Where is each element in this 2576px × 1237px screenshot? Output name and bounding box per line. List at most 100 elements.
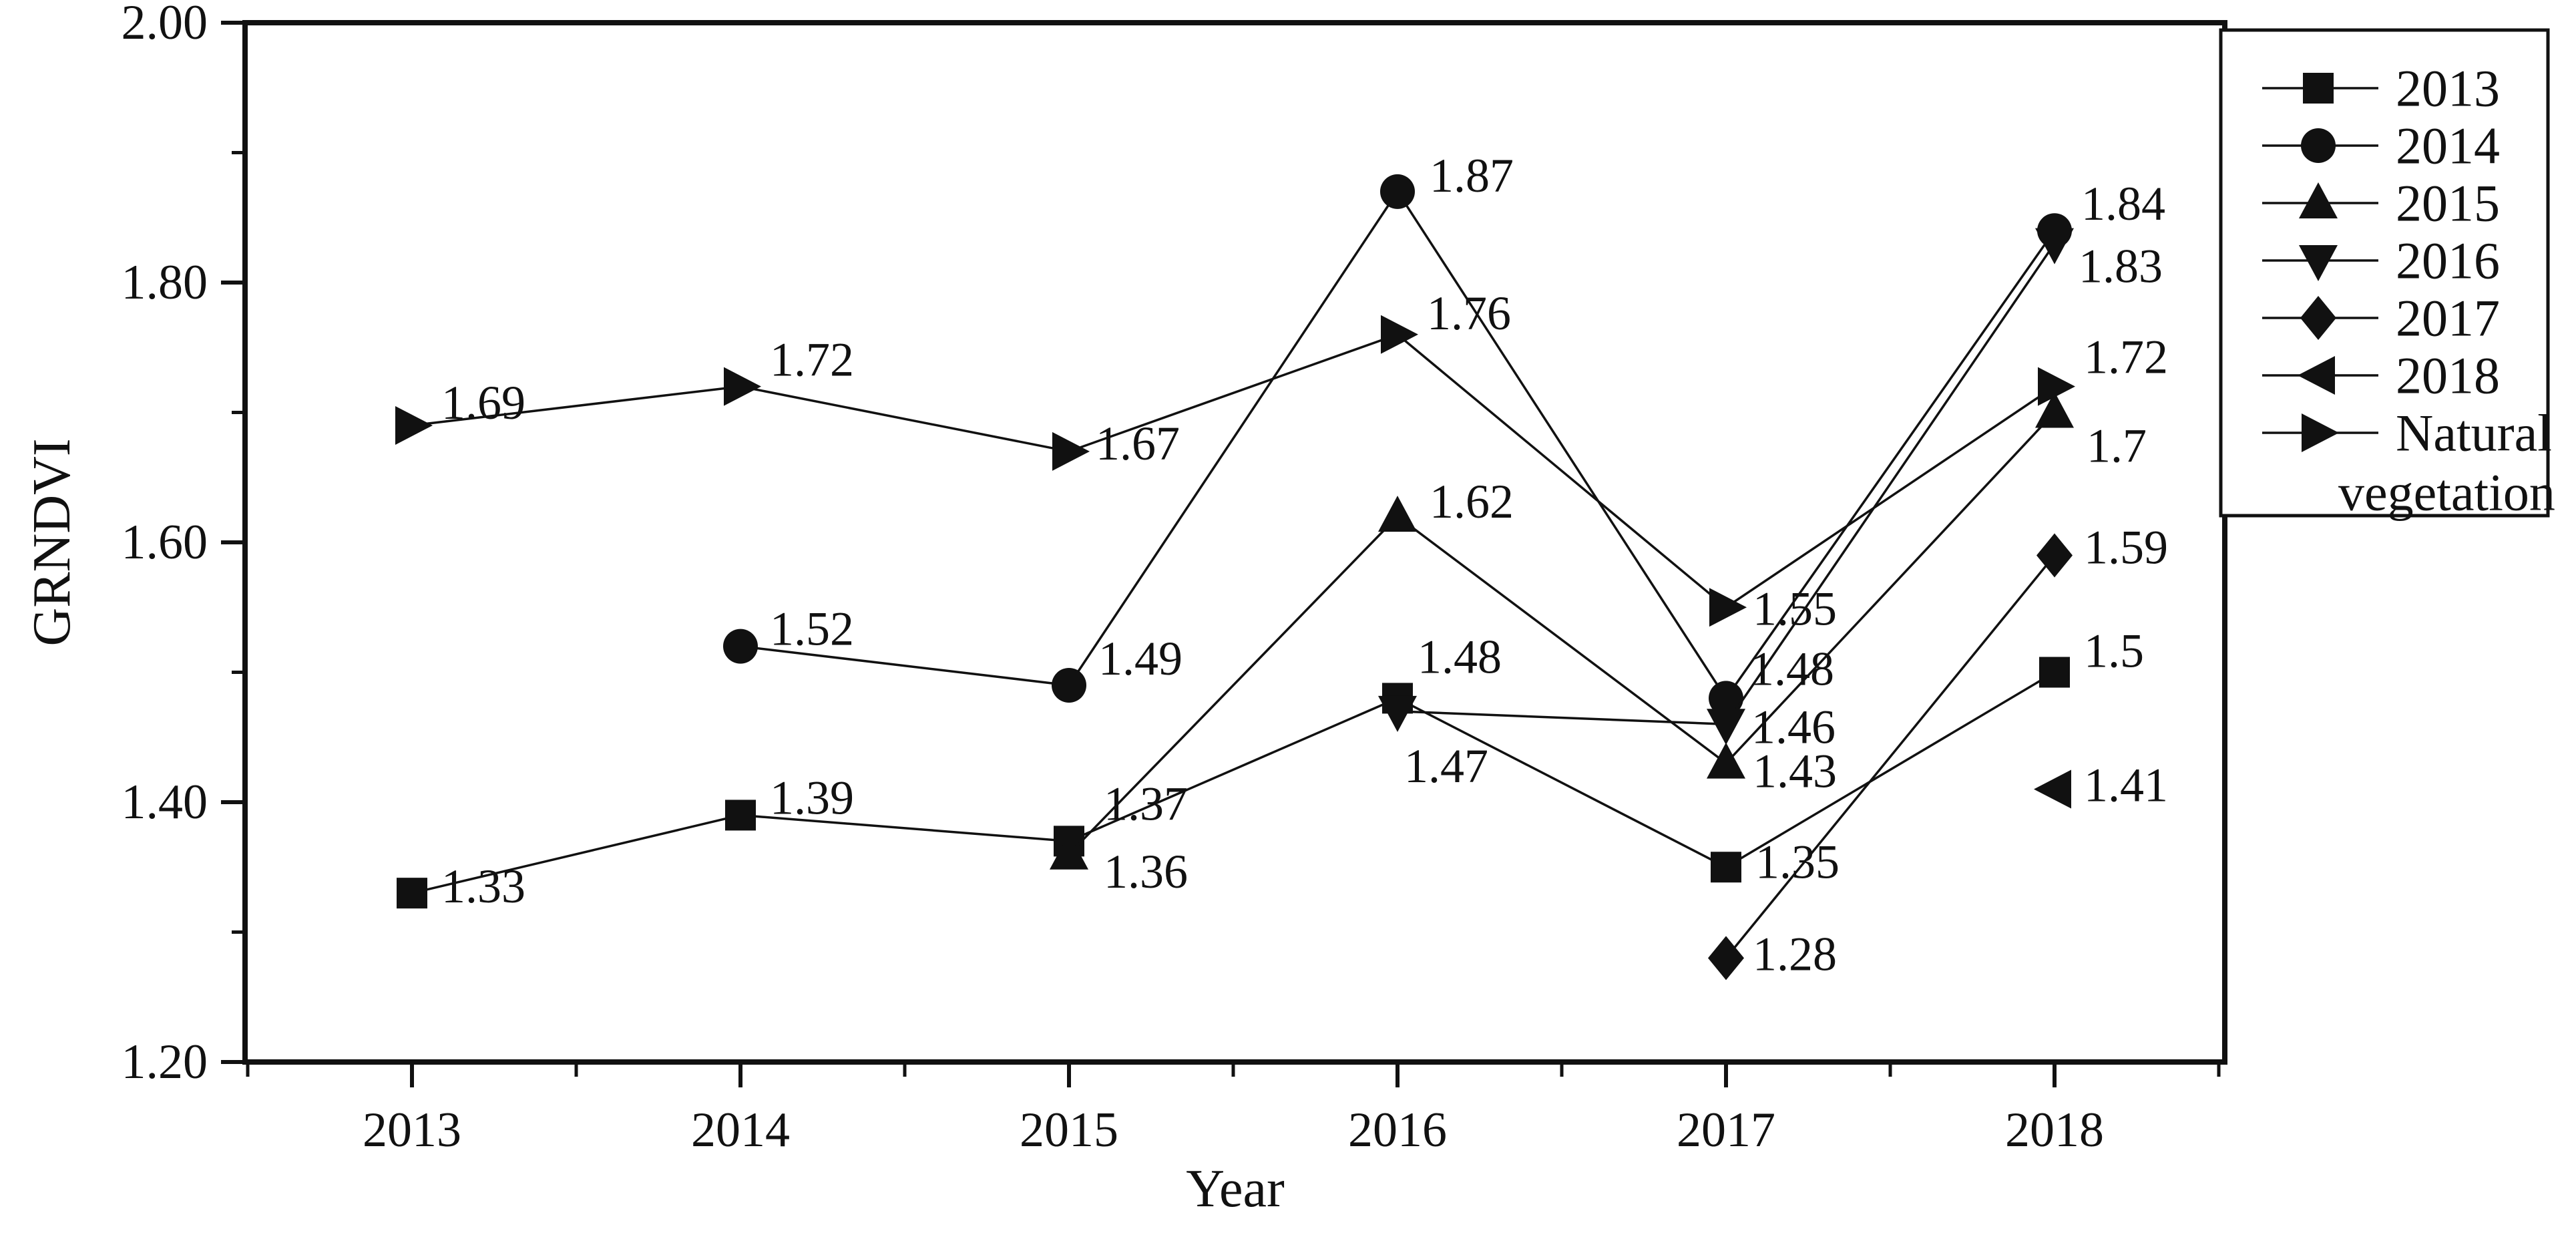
marker-circle bbox=[723, 629, 758, 664]
data-point-label: 1.47 bbox=[1404, 739, 1488, 793]
data-point-label: 1.39 bbox=[770, 771, 854, 824]
data-point-label: 1.67 bbox=[1096, 417, 1180, 470]
data-point-label: 1.52 bbox=[770, 602, 854, 656]
legend-label: 2015 bbox=[2396, 174, 2500, 232]
marker-triangle-down-legend bbox=[2299, 245, 2338, 281]
series-2015: 1.36 1.62 1.43 1.7 bbox=[1050, 391, 2147, 898]
data-point-label: 1.72 bbox=[2084, 331, 2168, 384]
legend-label: 2014 bbox=[2396, 117, 2500, 175]
data-point-label: 1.35 bbox=[1755, 835, 1840, 888]
y-axis-title: GRNDVI bbox=[23, 438, 81, 646]
series-2016: 1.47 1.46 1.83 bbox=[1378, 228, 2163, 793]
y-axis-ticks: 2.00 1.80 1.60 1.40 1.20 bbox=[122, 0, 245, 1089]
data-point-label: 1.83 bbox=[2079, 240, 2163, 293]
data-point-label: 1.49 bbox=[1098, 632, 1183, 685]
marker-triangle-down bbox=[2035, 228, 2074, 264]
series-line bbox=[411, 671, 2055, 894]
legend-label: 2018 bbox=[2396, 347, 2500, 405]
marker-triangle-up bbox=[2035, 391, 2074, 428]
series-line bbox=[1068, 411, 2056, 856]
marker-diamond bbox=[1708, 936, 1744, 981]
marker-triangle-left bbox=[2034, 769, 2071, 809]
marker-circle bbox=[1052, 667, 1086, 703]
marker-triangle-right bbox=[724, 367, 761, 406]
marker-square bbox=[397, 878, 427, 909]
y-tick-label: 2.00 bbox=[122, 0, 208, 50]
data-point-label: 1.37 bbox=[1104, 777, 1188, 830]
series-line bbox=[1725, 554, 2056, 959]
legend-entry-2016: 2016 bbox=[2262, 232, 2500, 290]
x-tick-label: 2013 bbox=[363, 1103, 461, 1158]
marker-triangle-right bbox=[1709, 588, 1747, 627]
marker-diamond bbox=[2036, 533, 2073, 578]
legend-label: 2017 bbox=[2396, 289, 2500, 347]
data-point-label: 1.62 bbox=[1430, 475, 1514, 528]
marker-triangle-down bbox=[1378, 695, 1417, 732]
data-point-label: 1.55 bbox=[1753, 582, 1837, 635]
marker-circle-legend bbox=[2301, 128, 2336, 163]
series-2017: 1.28 1.59 bbox=[1708, 520, 2168, 981]
data-point-label: 1.76 bbox=[1427, 287, 1511, 340]
marker-square bbox=[725, 800, 756, 831]
marker-triangle-down bbox=[1707, 709, 1745, 745]
data-point-label: 1.33 bbox=[441, 860, 525, 913]
y-tick-label: 1.80 bbox=[122, 255, 208, 310]
data-point-label: 1.43 bbox=[1753, 745, 1837, 798]
y-tick-label: 1.40 bbox=[122, 775, 208, 830]
series-2018: 1.41 bbox=[2034, 759, 2168, 812]
marker-triangle-left-legend bbox=[2298, 356, 2335, 395]
marker-triangle-right bbox=[1381, 315, 1418, 354]
marker-square bbox=[2039, 657, 2070, 688]
data-point-label: 1.48 bbox=[1418, 630, 1502, 683]
marker-diamond-legend bbox=[2300, 296, 2336, 340]
legend-box bbox=[2219, 28, 2550, 518]
data-point-label: 1.87 bbox=[1430, 149, 1514, 202]
data-point-label: 1.69 bbox=[441, 376, 525, 429]
marker-square-legend bbox=[2303, 73, 2334, 104]
x-tick-label: 2016 bbox=[1348, 1103, 1447, 1158]
x-tick-label: 2014 bbox=[691, 1103, 790, 1158]
marker-triangle-up-legend bbox=[2299, 182, 2338, 218]
marker-circle bbox=[1709, 681, 1743, 716]
marker-triangle-right bbox=[395, 405, 433, 445]
x-axis-title: Year bbox=[1186, 1160, 1284, 1218]
data-point-label: 1.7 bbox=[2087, 419, 2147, 473]
x-axis-ticks: 2013 2014 2015 2016 2017 2018 bbox=[246, 1062, 2221, 1158]
marker-square bbox=[1711, 852, 1741, 883]
legend: 201320142015201620172018Naturalvegetatio… bbox=[2219, 28, 2555, 522]
plot-frame bbox=[242, 20, 2227, 1065]
legend-entry-2014: 2014 bbox=[2262, 117, 2500, 175]
marker-triangle-right bbox=[2038, 367, 2075, 406]
x-tick-label: 2015 bbox=[1020, 1103, 1118, 1158]
marker-triangle-up bbox=[1707, 742, 1745, 779]
plot-area bbox=[242, 20, 2227, 1065]
legend-entry-2017: 2017 bbox=[2262, 289, 2500, 347]
legend-entry-2018: 2018 bbox=[2262, 347, 2500, 405]
data-point-label: 1.41 bbox=[2084, 759, 2168, 812]
series-2013: 1.33 1.39 1.37 1.48 1.35 1.5 bbox=[397, 625, 2144, 913]
y-tick-label: 1.20 bbox=[122, 1035, 208, 1089]
x-tick-label: 2018 bbox=[2005, 1103, 2104, 1158]
marker-triangle-right bbox=[1052, 431, 1090, 471]
marker-triangle-up bbox=[1050, 833, 1088, 870]
legend-label: Natural bbox=[2396, 404, 2552, 462]
series-natural-vegetation: 1.69 1.72 1.67 1.76 1.55 1.72 bbox=[395, 287, 2168, 635]
y-tick-label: 1.60 bbox=[122, 515, 208, 570]
legend-label-line2: vegetation bbox=[2338, 464, 2555, 522]
data-point-label: 1.28 bbox=[1753, 927, 1837, 981]
marker-circle bbox=[1380, 174, 1415, 209]
data-point-label: 1.36 bbox=[1104, 845, 1188, 898]
series-line bbox=[411, 333, 2055, 609]
legend-entry-2015: 2015 bbox=[2262, 174, 2500, 232]
marker-triangle-up bbox=[1378, 496, 1417, 532]
legend-label: 2016 bbox=[2396, 232, 2500, 290]
data-point-label: 1.46 bbox=[1751, 700, 1836, 753]
data-point-label: 1.72 bbox=[770, 333, 854, 387]
x-tick-label: 2017 bbox=[1677, 1103, 1775, 1158]
data-point-label: 1.84 bbox=[2081, 177, 2165, 230]
legend-entry-2013: 2013 bbox=[2262, 59, 2500, 118]
data-point-label: 1.5 bbox=[2084, 625, 2144, 678]
